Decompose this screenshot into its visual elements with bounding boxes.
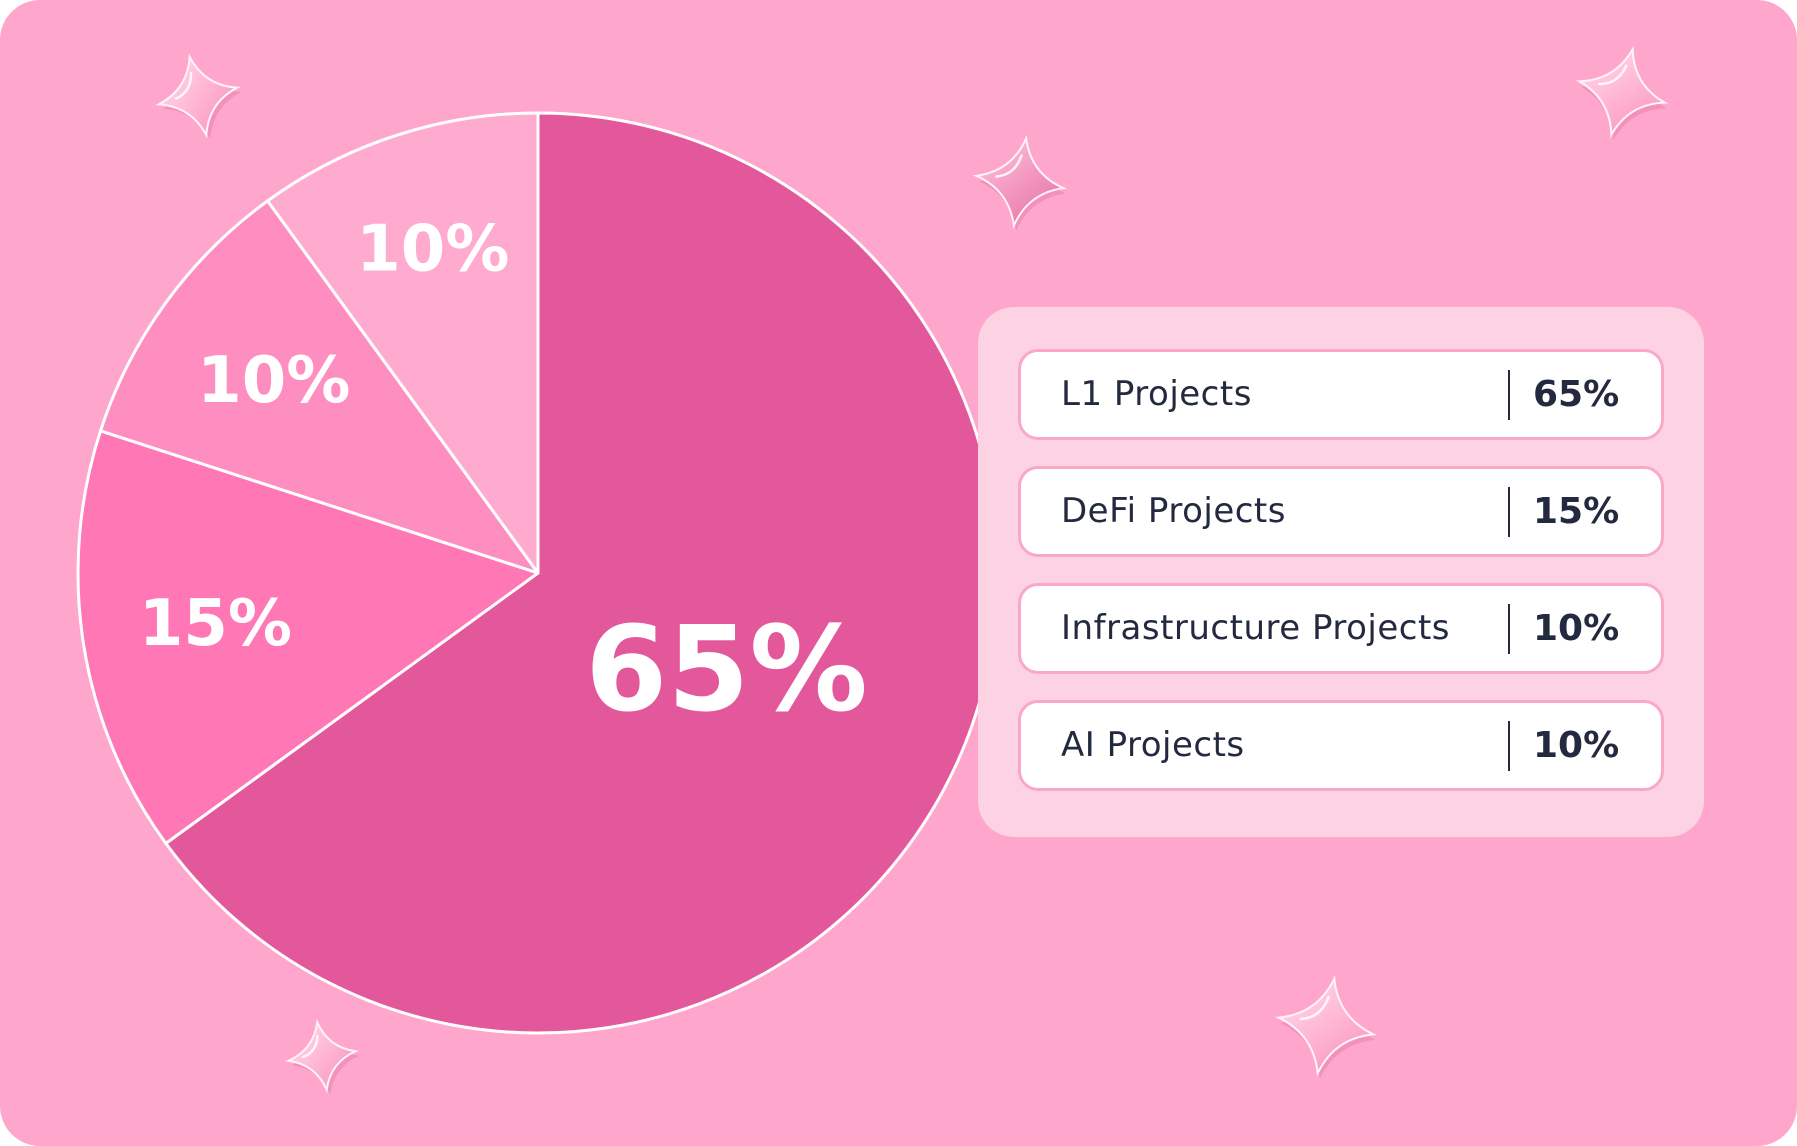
slice-label-infrastructure: 10% xyxy=(197,344,350,418)
legend-divider xyxy=(1508,370,1510,420)
pie-slice-defi xyxy=(76,429,540,845)
legend-value: 15% xyxy=(1533,491,1620,532)
legend-value: 10% xyxy=(1533,725,1620,766)
pie-slice-l1 xyxy=(164,111,1000,1035)
pie-slice-infrastructure xyxy=(99,199,540,575)
legend-row-l1: L1 Projects 65% xyxy=(1018,349,1664,440)
legend-divider xyxy=(1508,604,1510,654)
legend-value: 10% xyxy=(1533,608,1620,649)
legend-divider xyxy=(1508,721,1510,771)
pie-slice-ai xyxy=(266,111,540,575)
legend-panel: L1 Projects 65% DeFi Projects 15% Infras… xyxy=(978,307,1704,837)
legend-label: L1 Projects xyxy=(1061,374,1252,414)
legend-label: DeFi Projects xyxy=(1061,491,1286,531)
legend-row-defi: DeFi Projects 15% xyxy=(1018,466,1664,557)
legend-row-ai: AI Projects 10% xyxy=(1018,700,1664,791)
sparkle-icon xyxy=(1275,975,1377,1079)
slice-label-defi: 15% xyxy=(139,587,292,661)
legend-label: Infrastructure Projects xyxy=(1061,608,1451,648)
legend-label: AI Projects xyxy=(1061,725,1245,765)
legend-value: 65% xyxy=(1533,374,1620,415)
slice-label-ai: 10% xyxy=(356,212,509,286)
legend-divider xyxy=(1508,487,1510,537)
sparkle-icon xyxy=(284,1018,360,1095)
slice-label-l1: 65% xyxy=(585,600,867,738)
sparkle-icon xyxy=(972,134,1068,231)
legend-row-infrastructure: Infrastructure Projects 10% xyxy=(1018,583,1664,674)
sparkle-icon xyxy=(155,53,242,140)
sparkle-icon xyxy=(1575,45,1669,141)
